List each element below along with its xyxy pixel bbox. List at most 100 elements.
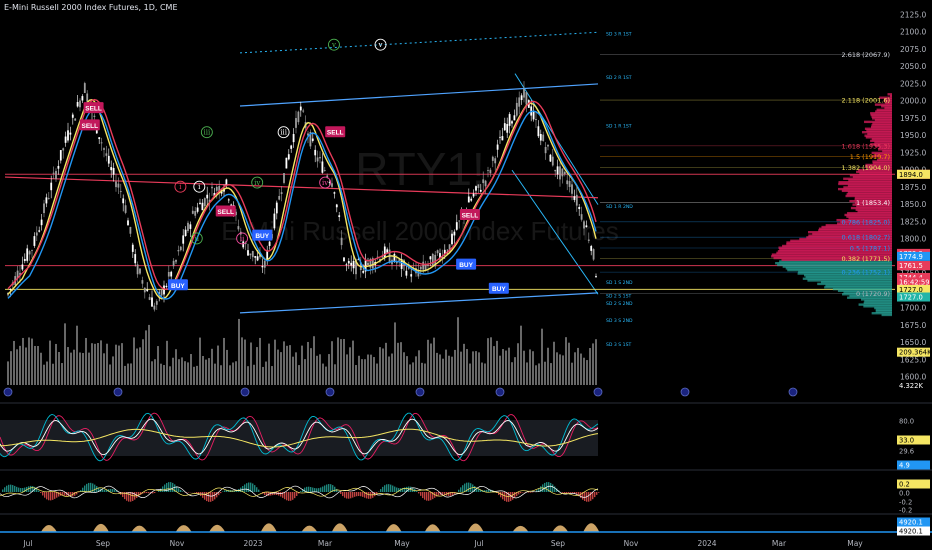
- profile-bar: [865, 163, 892, 167]
- volume-bar: [76, 325, 78, 385]
- profile-bar: [799, 237, 892, 241]
- macd-bar: [46, 492, 48, 500]
- volume-bar: [490, 337, 492, 385]
- volume-bar: [70, 352, 72, 385]
- macd-bar: [248, 482, 250, 492]
- volume-bar: [514, 357, 516, 385]
- candle-body: [9, 288, 12, 290]
- macd-bar: [540, 486, 542, 492]
- candle-body: [256, 256, 259, 261]
- volume-bar: [277, 349, 279, 385]
- macd-bar: [38, 490, 40, 492]
- macd-bar: [154, 492, 156, 494]
- candle-body: [290, 145, 293, 149]
- profile-bar: [849, 294, 892, 298]
- y-axis[interactable]: 1600.01625.01650.01675.01700.01725.01750…: [900, 11, 926, 382]
- volume-bar: [373, 357, 375, 385]
- volume-bar: [424, 363, 426, 385]
- macd-bar: [12, 485, 14, 492]
- event-marker: [495, 387, 505, 397]
- event-markers: [3, 387, 798, 397]
- profile-bar: [871, 124, 892, 127]
- macd-bar: [64, 492, 66, 496]
- macd-bar: [130, 492, 132, 502]
- volume-bar: [343, 338, 345, 385]
- candle-body: [309, 131, 312, 147]
- candle-body: [247, 250, 249, 256]
- profile-bar: [776, 251, 892, 255]
- macd-bar: [370, 492, 372, 499]
- price-tag-label: 1727.0: [899, 286, 923, 294]
- candle-body: [153, 305, 156, 310]
- volume-bar: [250, 342, 252, 385]
- volume-bar: [505, 350, 507, 385]
- volume-bar: [388, 356, 390, 385]
- macd-bar: [512, 492, 514, 500]
- event-marker: [680, 387, 690, 397]
- macd-bar: [348, 492, 350, 499]
- macd-bar: [204, 492, 206, 500]
- volume-bar: [595, 339, 597, 385]
- candle-body: [311, 138, 314, 141]
- volume-bar: [292, 356, 294, 385]
- macd-bar: [40, 492, 42, 493]
- candle-body: [203, 198, 206, 207]
- volume-bar: [163, 365, 165, 385]
- profile-bar: [837, 187, 892, 191]
- wave-label: i: [179, 183, 182, 191]
- macd-bar: [212, 492, 214, 501]
- profile-bar: [845, 194, 892, 198]
- candle-body: [211, 186, 213, 189]
- volume-bar: [526, 362, 528, 385]
- y-tick-label: 1625.0: [900, 355, 926, 364]
- x-axis[interactable]: Jul Sep Nov 2023 Mar May Jul Sep Nov 2024 Mar May: [22, 539, 863, 548]
- macd-bar: [302, 489, 304, 492]
- macd-bar: [32, 486, 34, 492]
- profile-bar: [836, 218, 892, 222]
- event-marker: [113, 387, 123, 397]
- volume-bar: [409, 364, 411, 385]
- volume-bar: [220, 365, 222, 385]
- indicator-line: [0, 412, 599, 462]
- macd-bar: [474, 486, 476, 492]
- wave-label: ii: [240, 235, 245, 243]
- wave-circle: [200, 126, 213, 139]
- profile-bar: [874, 153, 892, 156]
- profile-bar: [858, 303, 892, 306]
- volume-bar: [469, 363, 471, 385]
- volume-bar: [478, 352, 480, 385]
- macd-bar: [114, 489, 116, 492]
- macd-bar: [350, 492, 352, 499]
- macd-bar: [180, 490, 182, 492]
- candle-body: [551, 156, 554, 166]
- volume-spike: [40, 525, 57, 532]
- macd-bar: [448, 492, 450, 496]
- candle-body: [55, 170, 57, 179]
- macd-bar: [168, 482, 170, 492]
- fib-label: 0.382 (1771.5): [842, 255, 891, 263]
- volume-spike: [301, 525, 318, 532]
- profile-bar: [872, 117, 892, 120]
- macd-bar: [186, 492, 188, 493]
- volume-bar: [247, 366, 249, 385]
- profile-bar: [871, 137, 892, 141]
- macd-bar: [280, 492, 282, 497]
- candle-body: [38, 230, 41, 232]
- profile-bar: [882, 149, 892, 153]
- profile-bar: [854, 198, 892, 201]
- panel-tag-label: 33.0: [899, 437, 914, 445]
- volume-bar: [244, 339, 246, 385]
- volume-bar: [421, 362, 423, 385]
- volume-bar: [301, 345, 303, 385]
- volume-bar: [61, 363, 63, 385]
- candle-body: [74, 118, 77, 121]
- macd-bar: [344, 492, 346, 498]
- profile-bar: [854, 201, 892, 205]
- profile-bar: [872, 162, 892, 165]
- macd-bar: [420, 492, 422, 496]
- macd-bar: [170, 482, 172, 492]
- profile-bar: [779, 248, 892, 251]
- volume-bar: [187, 362, 189, 385]
- profile-bar: [859, 172, 892, 175]
